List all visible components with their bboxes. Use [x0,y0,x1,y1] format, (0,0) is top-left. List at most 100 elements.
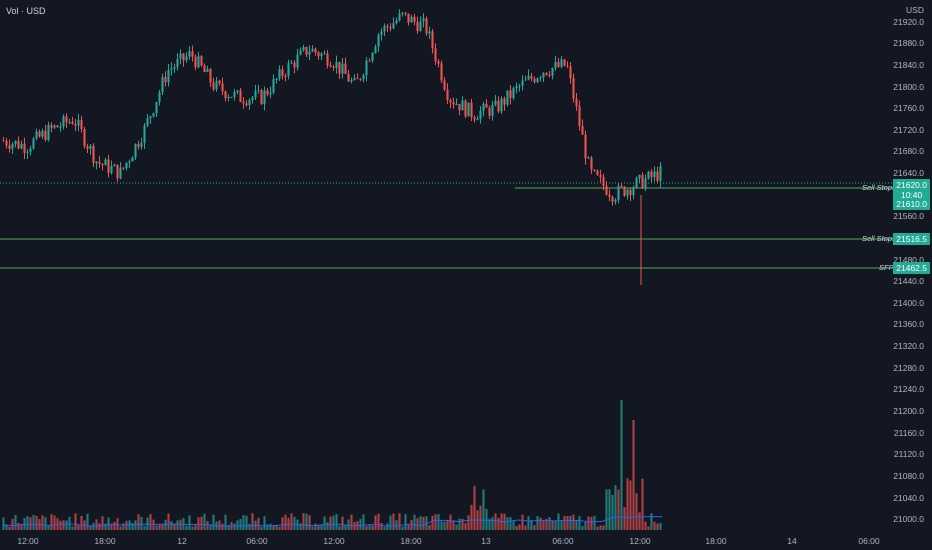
candle-body [605,185,608,195]
candle-body [116,164,119,179]
volume-bar [389,515,392,530]
candle-body [431,31,434,49]
candle-body [275,78,278,80]
candle-body [128,161,131,163]
candle-body [398,13,401,21]
candle-body [548,74,551,76]
candle-body [410,16,413,23]
volume-bar [407,524,410,530]
candle-body [650,171,653,178]
candle-body [158,92,161,103]
volume-bar [134,520,137,530]
volume-bar [413,514,416,530]
candle-body [263,90,266,105]
candle-body [521,80,524,86]
candle-body [212,82,215,90]
volume-bar [221,523,224,530]
candle-body [68,121,71,123]
candle-body [452,102,455,105]
candle-body [71,121,74,124]
candle-body [602,177,605,186]
candle-body [299,50,302,55]
current-price: 21620.0 [896,180,927,190]
volume-bar [590,516,593,530]
candle-body [92,145,95,164]
candle-body [590,157,593,170]
candle-body [143,125,146,143]
volume-bar [452,520,455,530]
candle-body [323,53,326,55]
price-tick: 21280.0 [893,362,924,373]
volume-bar [518,524,521,530]
candle-body [233,91,236,98]
candle-body [335,61,338,68]
volume-bar [161,524,164,530]
price-tick: 21040.0 [893,492,924,503]
time-tick: 12:00 [323,536,345,546]
candle-body [596,170,599,176]
volume-bar [137,514,140,530]
candle-body [368,60,371,62]
candle-body [20,143,23,149]
candle-body [185,56,188,61]
volume-bar [563,515,566,530]
volume-bar [524,525,527,530]
candle-body [434,48,437,62]
volume-bar [188,515,191,530]
volume-bar [458,518,461,530]
level-label: Sell Stops [862,183,896,192]
candle-body [230,96,233,98]
volume-bar [638,512,641,530]
candle-body [113,164,116,167]
volume-bar [299,523,302,530]
volume-bar [461,518,464,530]
candle-body [503,98,506,105]
candle-body [572,77,575,99]
volume-bar [278,526,281,530]
candle-body [284,75,287,77]
volume-bar [311,526,314,530]
volume-bar [653,521,656,530]
volume-bar [437,513,440,530]
volume-bar [41,515,44,530]
price-tick: 21560.0 [893,211,924,222]
candle-body [515,86,518,89]
volume-bar [131,523,134,530]
candle-body [179,53,182,59]
candle-body [170,68,173,70]
candle-body [197,56,200,68]
volume-bar [596,526,599,530]
candle-body [308,51,311,55]
volume-bar [338,525,341,530]
price-tick: 21920.0 [893,16,924,27]
volume-bar [281,517,284,530]
candle-body [539,77,542,79]
volume-bar [506,517,509,530]
candle-body [374,46,377,54]
candle-body [584,134,587,159]
candle-body [239,90,242,102]
price-tick: 21640.0 [893,168,924,179]
volume-bar [50,514,53,530]
volume-bar [632,420,635,530]
candle-body [578,106,581,126]
price-tick: 21200.0 [893,406,924,417]
volume-bar [521,514,524,530]
volume-bar [449,514,452,530]
candle-body [533,78,536,83]
volume-bar [533,525,536,530]
candle-body [17,140,20,149]
volume-bar [365,526,368,530]
time-tick: 13 [481,536,491,546]
volume-bar [584,522,587,530]
volume-bar [446,519,449,530]
candle-body [209,69,212,83]
volume-bar [20,525,23,530]
volume-bar [98,523,101,530]
candle-body [23,143,26,153]
volume-bar [26,516,29,530]
candle-body [620,185,623,187]
price-tick: 21120.0 [893,449,924,460]
